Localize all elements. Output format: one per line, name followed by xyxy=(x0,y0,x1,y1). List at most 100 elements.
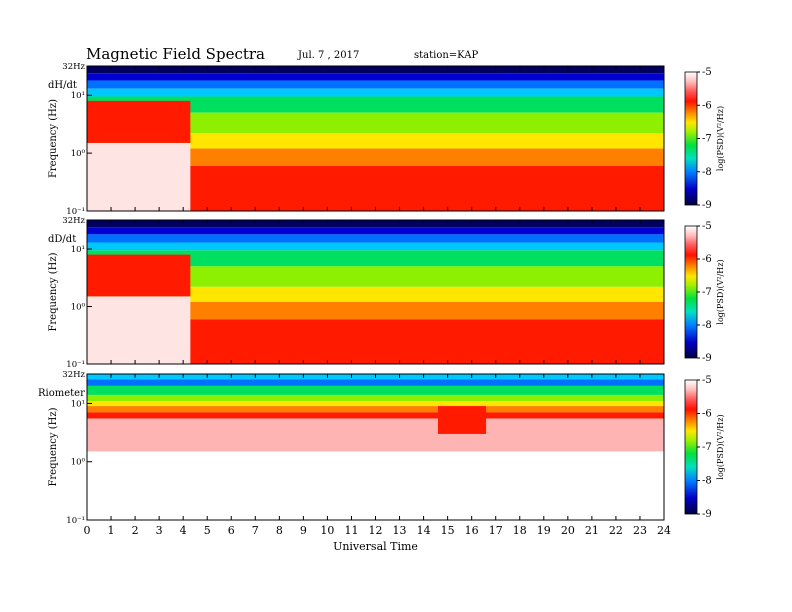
heatmap-band xyxy=(87,242,664,251)
x-tick-label: 0 xyxy=(84,524,91,537)
figure-title: Magnetic Field Spectra xyxy=(86,45,265,63)
station-label: station=KAP xyxy=(414,50,478,61)
heatmap-band xyxy=(87,80,664,89)
heatmap-band xyxy=(87,418,664,452)
y-tick-label: 32Hz xyxy=(62,370,85,380)
x-tick-label: 15 xyxy=(441,524,455,537)
heatmap-band xyxy=(87,394,664,402)
colorbar-tick-label: -5 xyxy=(702,67,712,78)
y-tick-label: 10⁻¹ xyxy=(66,207,85,217)
heatmap-low-region xyxy=(87,142,191,211)
colorbar-tick-label: -9 xyxy=(702,509,712,520)
colorbar xyxy=(684,225,698,359)
colorbar-tick-label: -7 xyxy=(702,442,712,453)
colorbar-tick-label: -9 xyxy=(702,200,712,211)
x-tick-label: 2 xyxy=(132,524,139,537)
y-tick-label: 10¹ xyxy=(71,245,85,255)
x-tick-label: 8 xyxy=(276,524,283,537)
heatmap-band xyxy=(87,73,664,81)
heatmap-band xyxy=(87,250,664,267)
colorbar xyxy=(684,379,698,515)
colorbar-tick-label: -6 xyxy=(702,100,712,111)
x-tick-label: 1 xyxy=(108,524,115,537)
x-tick-label: 11 xyxy=(344,524,358,537)
heatmap-band xyxy=(87,286,664,302)
spectrogram-bands xyxy=(87,374,664,520)
x-tick-label: 3 xyxy=(156,524,163,537)
y-tick-label: 32Hz xyxy=(62,62,85,72)
colorbar-tick-label: -7 xyxy=(702,134,712,145)
y-tick-label: 10¹ xyxy=(71,91,85,101)
heatmap-band xyxy=(87,412,664,419)
colorbar-tick-label: -8 xyxy=(702,167,712,178)
colorbar-label: log(PSD)(V²/Hz) xyxy=(716,414,725,479)
x-tick-label: 7 xyxy=(252,524,259,537)
y-tick-label: 10⁰ xyxy=(71,149,86,159)
heatmap-band xyxy=(87,401,664,407)
colorbar-tick-label: -5 xyxy=(702,375,712,386)
y-tick-label: 32Hz xyxy=(62,216,85,226)
colorbar-tick-label: -6 xyxy=(702,409,712,420)
heatmap-band xyxy=(87,148,664,166)
panel-1: dH/dt Frequency (Hz) 10⁻¹ 10⁰ 10¹ 32Hz -5 -6 -7 -… xyxy=(48,62,725,217)
y-tick-label: 10¹ xyxy=(71,399,85,409)
x-tick-label: 5 xyxy=(204,524,211,537)
x-tick-label: 14 xyxy=(417,524,431,537)
x-tick-label: 23 xyxy=(633,524,647,537)
heatmap-band xyxy=(87,96,664,113)
colorbar-label: log(PSD)(V²/Hz) xyxy=(716,106,725,171)
y-tick-label: 10⁰ xyxy=(71,303,86,313)
heatmap-high-region xyxy=(87,100,191,143)
heatmap-band xyxy=(87,301,664,320)
panel-label: dD/dt xyxy=(48,234,76,245)
y-axis-label: Frequency (Hz) xyxy=(48,99,59,178)
date-label: Jul. 7 , 2017 xyxy=(297,50,359,61)
x-tick-label: 6 xyxy=(228,524,235,537)
heatmap-band xyxy=(87,379,664,386)
colorbar-label: log(PSD)(V²/Hz) xyxy=(716,259,725,324)
x-tick-label: 17 xyxy=(489,524,503,537)
heatmap-band xyxy=(87,227,664,235)
heatmap-band xyxy=(87,234,664,243)
heatmap-band xyxy=(87,112,664,134)
y-tick-label: 10⁻¹ xyxy=(66,360,85,370)
y-tick-label: 10⁰ xyxy=(71,458,86,468)
heatmap-band xyxy=(87,266,664,287)
heatmap-low-region xyxy=(87,296,191,364)
spectrogram-bands xyxy=(87,66,664,211)
heatmap-band xyxy=(87,88,664,97)
x-tick-label: 9 xyxy=(300,524,307,537)
y-axis-label: Frequency (Hz) xyxy=(48,252,59,331)
colorbar-tick-label: -5 xyxy=(702,221,712,232)
heatmap-band xyxy=(87,406,664,413)
x-tick-label: 19 xyxy=(537,524,551,537)
heatmap-event-region xyxy=(438,406,487,434)
x-tick-label: 12 xyxy=(369,524,383,537)
y-tick-label: 10⁻¹ xyxy=(66,516,85,526)
x-tick-label: 13 xyxy=(393,524,407,537)
panel-2: dD/dt Frequency (Hz) 10⁻¹ 10⁰ 10¹ 32Hz -5 -6 -7 -… xyxy=(48,216,725,370)
colorbar-tick-label: -7 xyxy=(702,287,712,298)
x-tick-label: 24 xyxy=(657,524,671,537)
heatmap-high-region xyxy=(87,254,191,297)
x-tick-label: 16 xyxy=(465,524,479,537)
heatmap-band xyxy=(87,451,664,520)
spectrogram-bands xyxy=(87,220,664,364)
x-tick-label: 18 xyxy=(513,524,527,537)
x-tick-label: 21 xyxy=(585,524,599,537)
colorbar-tick-label: -9 xyxy=(702,353,712,364)
x-tick-label: 22 xyxy=(609,524,623,537)
panel-label: Riometer xyxy=(38,388,85,399)
x-tick-label: 4 xyxy=(180,524,187,537)
y-axis-label: Frequency (Hz) xyxy=(48,407,59,486)
heatmap-band xyxy=(87,133,664,149)
colorbar-tick-label: -6 xyxy=(702,254,712,265)
x-tick-label: 10 xyxy=(320,524,334,537)
heatmap-band xyxy=(87,385,664,395)
spectrogram-panels: dH/dt Frequency (Hz) 10⁻¹ 10⁰ 10¹ 32Hz -5 -6 -7 -… xyxy=(38,62,725,553)
colorbar-tick-label: -8 xyxy=(702,320,712,331)
panel-label: dH/dt xyxy=(48,80,77,91)
colorbar-tick-label: -8 xyxy=(702,476,712,487)
